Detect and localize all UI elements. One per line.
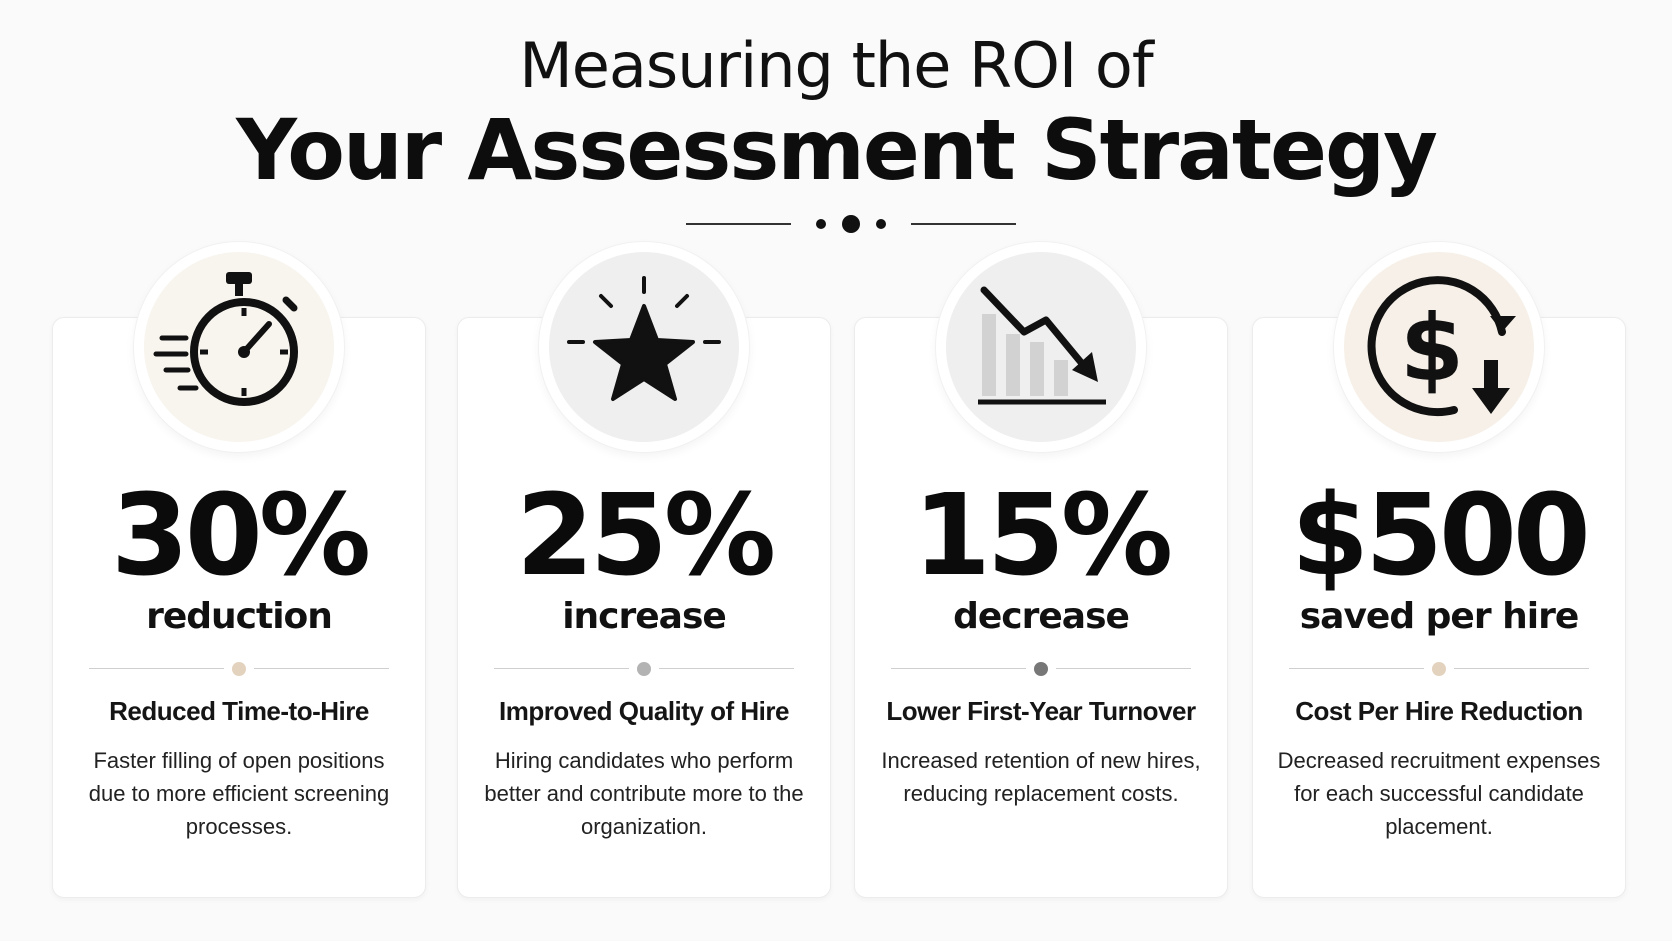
stat-unit: reduction: [146, 596, 333, 637]
separator-dot: [1034, 662, 1048, 676]
separator-dot: [1432, 662, 1446, 676]
icon-circle: [134, 242, 344, 452]
separator-dot: [637, 662, 651, 676]
stat-value: 15%: [912, 471, 1173, 601]
header: Measuring the ROI of Your Assessment Str…: [0, 28, 1672, 198]
card-description: Faster filling of open positions due to …: [88, 748, 390, 839]
svg-text:$: $: [1400, 295, 1464, 402]
stat-unit: decrease: [953, 596, 1130, 637]
card-description: Decreased recruitment expenses for each …: [1277, 748, 1601, 839]
card-title: Lower First-Year Turnover: [886, 696, 1196, 726]
icon-circle: $: [1334, 242, 1544, 452]
stat-unit: saved per hire: [1299, 596, 1580, 637]
stat-value: 30%: [110, 471, 371, 601]
card-title: Improved Quality of Hire: [499, 696, 789, 726]
card-cost-per-hire: $ $500 saved per hire Cost Per Hire Redu…: [1252, 242, 1626, 909]
dollar-down-icon: $: [1367, 276, 1516, 417]
card-separator: [891, 662, 1191, 676]
title-line-1: Measuring the ROI of: [519, 29, 1153, 102]
icon-circle: [936, 242, 1146, 452]
card-first-year-turnover: 15% decrease Lower First-Year Turnover I…: [854, 242, 1228, 909]
card-base: [854, 885, 1228, 909]
card-description: Increased retention of new hires, reduci…: [881, 748, 1201, 806]
star-icon: [567, 276, 721, 401]
card-base: [457, 885, 831, 909]
card-time-to-hire: 30% reduction Reduced Time-to-Hire Faste…: [52, 242, 426, 909]
stat-value: $500: [1291, 471, 1591, 601]
trending-down-chart-icon: [978, 286, 1106, 405]
stat-unit: increase: [562, 596, 727, 637]
title-divider: [686, 214, 1016, 234]
card-separator: [494, 662, 794, 676]
card-separator: [1289, 662, 1589, 676]
separator-dot: [232, 662, 246, 676]
card-quality-of-hire: 25% increase Improved Quality of Hire Hi…: [457, 242, 831, 909]
card-title: Reduced Time-to-Hire: [109, 696, 369, 726]
stat-value: 25%: [515, 471, 776, 601]
title-line-2: Your Assessment Strategy: [236, 101, 1438, 199]
card-base: [1252, 885, 1626, 909]
card-base: [52, 885, 426, 909]
icon-circle: [539, 242, 749, 452]
card-description: Hiring candidates who perform better and…: [484, 748, 804, 839]
card-title: Cost Per Hire Reduction: [1295, 696, 1583, 726]
card-separator: [89, 662, 389, 676]
stopwatch-icon: [153, 272, 298, 406]
